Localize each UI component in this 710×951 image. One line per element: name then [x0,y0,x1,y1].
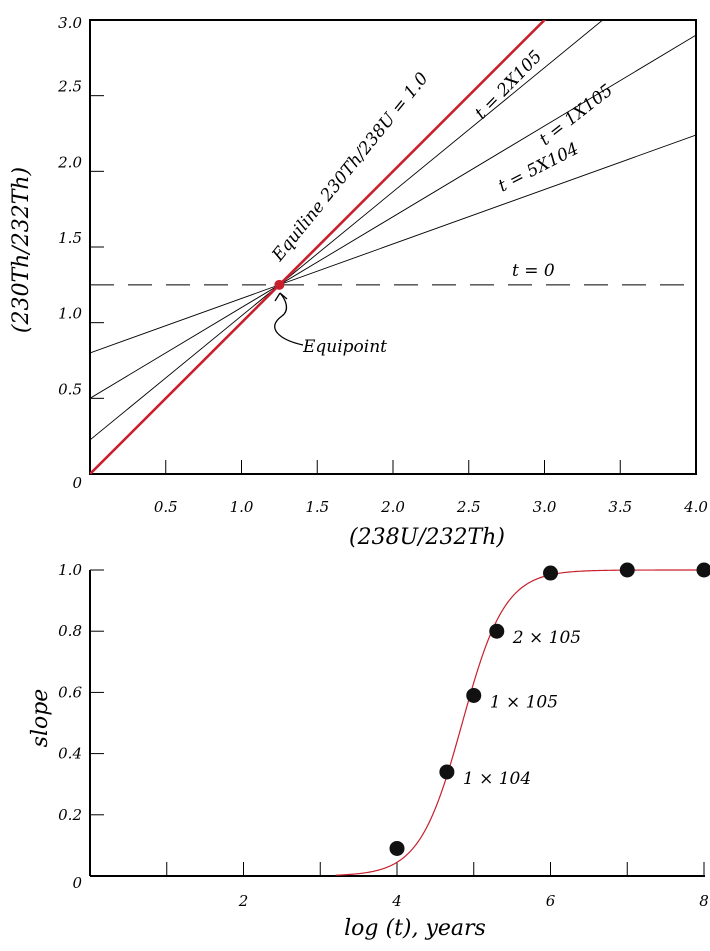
slope-x-tick-label: 8 [699,892,709,910]
slope-x-axis-title: log (t), years [344,916,486,941]
slope-data-point [489,623,505,639]
isochron-x-tick-label: 0.5 [154,498,178,516]
slope-curve [335,569,704,876]
equiline [90,20,547,474]
isochron-y-tick-label: 1.0 [58,305,82,323]
isochron-y-tick-label: 0 [72,474,82,492]
slope-point-label: 1 × 104 [463,769,531,789]
isochron-x-tick-label: 2.0 [380,498,405,516]
slope-y-tick-label: 0.4 [58,745,82,763]
isochron-line [90,134,696,354]
slope-points [389,562,710,856]
isochron-label-t0: t = 0 [512,261,555,281]
isochron-label-1e5: t = 1X105 [536,80,617,149]
slope-y-tick-label: 0.2 [58,806,82,824]
slope-data-point [543,565,558,581]
isochron-x-tick-label: 4.0 [683,498,708,516]
isochron-x-tick-label: 1.0 [230,498,254,516]
equiline-label: Equiline 230Th/238U = 1.0 [268,69,433,266]
isochron-line [90,34,696,399]
isochron-y-tick-label: 1.5 [58,229,82,247]
slope-y-tick-label: 1.0 [58,561,82,579]
slope-x-tick-label: 2 [238,892,249,910]
isochron-x-tick-label: 3.0 [533,498,557,516]
isochron-y-axis-title: (230Th/232Th) [9,167,34,333]
isochron-y-tick-label: 0.5 [58,380,82,398]
isochron-line [90,20,604,441]
isochron-ticks [90,95,621,474]
slope-tick-labels: 2 4 6 8 0 0.2 0.4 0.6 0.8 1.0 [58,561,709,910]
slope-x-tick-label: 4 [391,892,402,910]
isochron-y-tick-label: 2.0 [57,153,82,171]
isochron-x-tick-label: 1.5 [305,498,329,516]
isochron-tick-labels: 0.5 1.0 1.5 2.0 2.5 3.0 3.5 4.0 0 0.5 1.0 1.5 2.0 2.5… [57,14,708,516]
slope-chart: 2 4 6 8 0 0.2 0.4 0.6 0.8 1.0 1 × 104 1 × 105 2 × 1… [28,561,710,941]
slope-data-point [466,687,482,703]
isochron-y-tick-label: 2.5 [57,78,82,96]
isochron-x-axis-title: (238U/232Th) [349,525,505,550]
slope-data-point [619,562,635,578]
isochron-x-tick-label: 3.5 [608,498,632,516]
equipoint-label: Equipoint [302,337,387,357]
isochron-lines [90,20,696,474]
slope-x-tick-label: 6 [546,892,556,910]
isochron-y-tick-label: 3.0 [58,14,82,32]
isochron-label-2e5: t = 2X105 [471,47,546,124]
slope-data-point [696,562,710,578]
slope-data-point [389,840,405,856]
isochron-chart: 0.5 1.0 1.5 2.0 2.5 3.0 3.5 4.0 0 0.5 1.0 1.5 2.0 2.5… [9,14,708,550]
slope-point-labels: 1 × 104 1 × 105 2 × 105 [463,628,581,789]
slope-ticks [90,569,705,876]
slope-y-axis-title: slope [28,689,53,748]
slope-data-point [439,764,455,780]
slope-point-label: 1 × 105 [490,692,558,712]
equipoint-arrow [274,292,304,346]
slope-y-tick-label: 0.8 [58,622,82,640]
slope-y-tick-label: 0 [72,874,82,892]
isochron-x-tick-label: 2.5 [456,498,481,516]
equipoint-marker [274,279,285,290]
slope-y-tick-label: 0.6 [58,683,82,701]
slope-point-label: 2 × 105 [512,628,581,648]
equipoint-arrowhead [274,292,288,302]
